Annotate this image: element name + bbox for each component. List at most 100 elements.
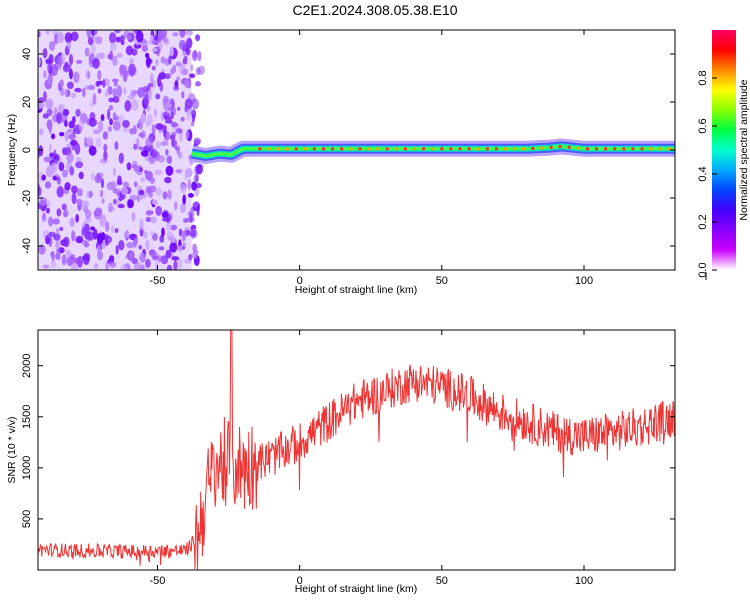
noise-blob <box>166 221 172 232</box>
colorbar-tick-label: 0.6 <box>697 118 709 133</box>
noise-blob <box>182 68 189 75</box>
noise-blob <box>97 88 102 94</box>
track-peak <box>667 147 671 151</box>
noise-blob <box>155 205 163 216</box>
noise-blob <box>195 81 201 87</box>
noise-blob <box>90 43 96 54</box>
noise-blob <box>115 188 121 197</box>
noise-blob <box>48 216 54 227</box>
x-tick-label: -50 <box>149 275 165 287</box>
noise-blob <box>43 156 52 163</box>
noise-blob <box>171 256 180 261</box>
noise-blob <box>65 250 72 258</box>
colorbar-tick-label: 0.4 <box>697 166 709 181</box>
noise-blob <box>164 119 173 124</box>
noise-blob <box>136 123 140 129</box>
noise-blob <box>49 66 53 77</box>
track-peak <box>631 147 635 151</box>
noise-blob <box>176 76 181 81</box>
noise-blob <box>145 239 150 250</box>
noise-blob <box>64 130 69 142</box>
y-tick-label: 1000 <box>21 456 33 480</box>
y-tick-label: -20 <box>21 190 33 206</box>
track-peak <box>285 147 289 151</box>
noise-blob <box>90 172 95 181</box>
track-peak <box>613 147 617 151</box>
noise-blob <box>126 199 132 209</box>
noise-blob <box>100 114 105 122</box>
noise-blob <box>44 181 52 189</box>
noise-blob <box>112 88 117 98</box>
noise-blob <box>184 104 189 113</box>
noise-blob <box>54 36 58 45</box>
noise-blob <box>50 259 57 269</box>
noise-blob <box>170 224 178 231</box>
noise-blob <box>163 130 170 141</box>
noise-blob <box>165 249 172 259</box>
noise-blob <box>136 137 140 149</box>
noise-blob <box>195 183 202 189</box>
noise-blob <box>169 242 178 253</box>
track-peak <box>358 147 362 151</box>
noise-blob <box>155 261 159 270</box>
noise-blob <box>145 216 152 223</box>
noise-blob <box>38 31 41 38</box>
noise-blob <box>157 75 162 87</box>
noise-blob <box>138 146 145 151</box>
noise-blob <box>102 131 108 140</box>
noise-blob <box>50 133 56 140</box>
noise-blob <box>152 199 158 205</box>
noise-blob <box>155 59 159 66</box>
noise-blob <box>157 155 166 163</box>
noise-blob <box>126 162 132 171</box>
noise-blob <box>196 205 200 217</box>
noise-blob <box>116 52 123 58</box>
noise-blob <box>53 106 58 118</box>
noise-blob <box>46 108 53 117</box>
noise-blob <box>151 148 158 159</box>
noise-blob <box>59 227 64 232</box>
track-peak <box>604 147 608 151</box>
noise-blob <box>85 209 92 220</box>
noise-blob <box>139 252 146 263</box>
noise-blob <box>122 120 130 128</box>
noise-blob <box>108 105 114 111</box>
noise-blob <box>84 217 92 224</box>
noise-blob <box>75 161 84 169</box>
noise-blob <box>58 185 63 197</box>
noise-blob <box>114 141 119 150</box>
noise-blob <box>164 73 171 80</box>
snr-frame <box>37 329 676 571</box>
noise-blob <box>195 67 201 76</box>
track-peak <box>376 147 380 151</box>
noise-blob <box>86 253 91 262</box>
noise-blob <box>83 223 91 234</box>
noise-blob <box>167 116 172 122</box>
colorbar-tick-label: 0.8 <box>697 70 709 85</box>
noise-blob <box>108 255 115 263</box>
noise-blob <box>191 113 196 123</box>
noise-blob <box>130 89 137 97</box>
track-peak <box>458 147 462 151</box>
noise-blob <box>133 181 138 188</box>
noise-blob <box>145 170 153 181</box>
noise-blob <box>124 100 132 112</box>
track-peak <box>513 147 517 151</box>
noise-blob <box>112 120 121 131</box>
noise-blob <box>178 228 183 237</box>
noise-blob <box>75 108 81 117</box>
noise-blob <box>165 165 174 176</box>
noise-blob <box>92 129 101 135</box>
noise-blob <box>110 225 115 234</box>
noise-blob <box>77 256 83 268</box>
noise-blob <box>62 64 71 73</box>
noise-blob <box>123 181 129 189</box>
noise-blob <box>45 207 50 214</box>
noise-blob <box>118 152 125 164</box>
y-tick-label: 1500 <box>21 405 33 429</box>
noise-blob <box>39 128 44 136</box>
noise-blob <box>99 217 106 227</box>
noise-blob <box>45 58 52 65</box>
y-tick-label: 500 <box>21 510 33 528</box>
noise-blob <box>45 98 54 110</box>
